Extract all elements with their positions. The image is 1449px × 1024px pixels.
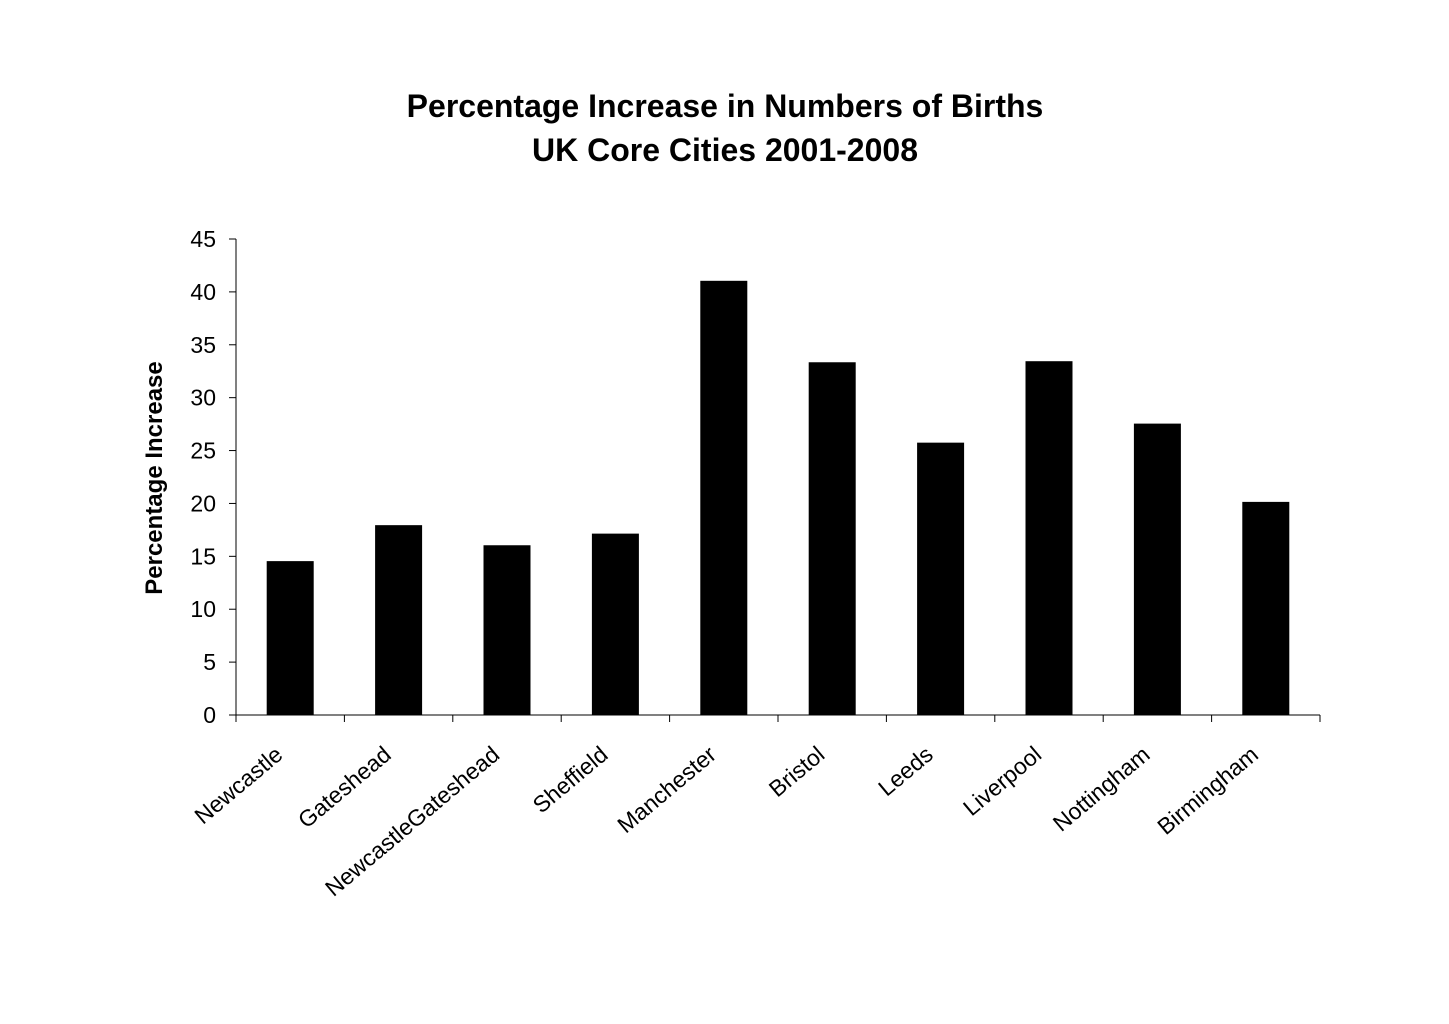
bar-bristol bbox=[808, 362, 856, 716]
y-tick-label: 10 bbox=[190, 596, 216, 622]
x-tick-label: Sheffield bbox=[528, 741, 613, 818]
x-tick-label: Bristol bbox=[764, 741, 830, 802]
x-tick-label: Nottingham bbox=[1048, 741, 1155, 837]
bar-nottingham bbox=[1133, 423, 1181, 716]
y-tick-label: 25 bbox=[190, 438, 216, 464]
y-tick-label: 5 bbox=[203, 649, 216, 675]
y-tick-label: 35 bbox=[190, 332, 216, 358]
chart-title-line-2: UK Core Cities 2001-2008 bbox=[532, 132, 918, 168]
bar-leeds bbox=[917, 442, 965, 716]
bar-manchester bbox=[700, 280, 748, 716]
chart-title-line-1: Percentage Increase in Numbers of Births bbox=[407, 88, 1044, 124]
bar-liverpool bbox=[1025, 361, 1073, 716]
y-tick-label: 30 bbox=[190, 385, 216, 411]
y-tick-label: 0 bbox=[203, 702, 216, 728]
bar-newcastlegateshead bbox=[483, 545, 531, 716]
x-tick-label: Birmingham bbox=[1152, 741, 1263, 840]
x-tick-label: Newcastle bbox=[189, 741, 287, 829]
x-tick-label: Leeds bbox=[873, 741, 938, 801]
x-tick-label: NewcastleGateshead bbox=[320, 741, 504, 901]
bar-sheffield bbox=[591, 533, 639, 716]
y-tick-label: 15 bbox=[190, 543, 216, 569]
y-axis-label: Percentage Increase bbox=[141, 361, 168, 594]
bar-gateshead bbox=[375, 525, 423, 716]
bar-birmingham bbox=[1242, 501, 1290, 716]
x-tick-label: Manchester bbox=[612, 741, 721, 838]
x-tick-label: Gateshead bbox=[293, 741, 396, 833]
bar-newcastle bbox=[266, 561, 314, 716]
y-tick-label: 40 bbox=[190, 279, 216, 305]
y-tick-label: 45 bbox=[190, 226, 216, 252]
x-tick-label: Liverpool bbox=[958, 741, 1046, 821]
y-tick-label: 20 bbox=[190, 490, 216, 516]
